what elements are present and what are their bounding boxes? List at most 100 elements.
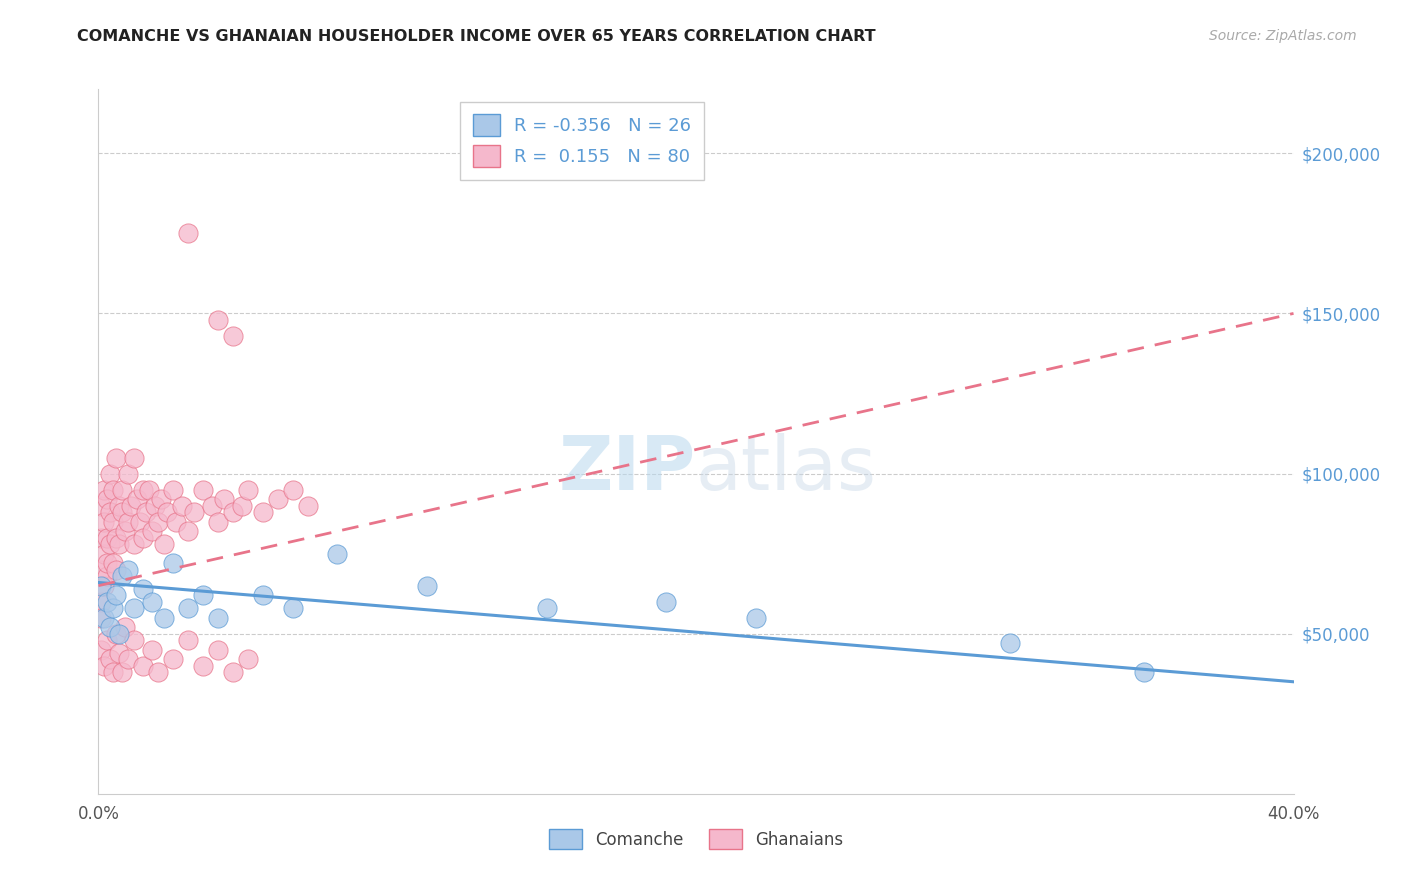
Point: [108, 537, 131, 551]
Point: [745, 610, 768, 624]
Point: [124, 601, 146, 615]
Point: [105, 588, 128, 602]
Point: [90, 595, 112, 609]
Point: [177, 633, 200, 648]
Point: [90, 499, 112, 513]
Point: [536, 601, 558, 615]
Point: [93, 610, 115, 624]
Point: [103, 601, 125, 615]
Point: [252, 505, 274, 519]
Point: [105, 450, 128, 465]
Text: COMANCHE VS GHANAIAN HOUSEHOLDER INCOME OVER 65 YEARS CORRELATION CHART: COMANCHE VS GHANAIAN HOUSEHOLDER INCOME …: [77, 29, 876, 44]
Point: [156, 505, 179, 519]
Point: [201, 499, 224, 513]
Point: [117, 563, 139, 577]
Point: [90, 610, 112, 624]
Point: [222, 665, 245, 680]
Point: [111, 569, 134, 583]
Point: [117, 652, 139, 666]
Point: [162, 556, 184, 570]
Point: [191, 658, 214, 673]
Point: [124, 450, 146, 465]
Point: [93, 547, 115, 561]
Legend: Comanche, Ghanaians: Comanche, Ghanaians: [541, 822, 851, 856]
Point: [153, 610, 176, 624]
Point: [231, 499, 253, 513]
Point: [252, 588, 274, 602]
Point: [90, 642, 112, 657]
Point: [141, 595, 163, 609]
Point: [222, 328, 245, 343]
Point: [150, 492, 173, 507]
Point: [114, 524, 136, 539]
Point: [148, 515, 170, 529]
Point: [177, 601, 200, 615]
Point: [267, 492, 290, 507]
Point: [162, 483, 184, 497]
Point: [111, 665, 134, 680]
Point: [129, 515, 152, 529]
Point: [281, 483, 304, 497]
Point: [162, 652, 184, 666]
Point: [93, 515, 115, 529]
Point: [105, 563, 128, 577]
Point: [143, 499, 166, 513]
Point: [96, 556, 118, 570]
Text: atlas: atlas: [696, 434, 877, 507]
Point: [172, 499, 194, 513]
Point: [138, 483, 160, 497]
Point: [98, 652, 122, 666]
Point: [177, 227, 200, 241]
Point: [96, 569, 118, 583]
Point: [212, 492, 235, 507]
Point: [153, 537, 176, 551]
Point: [236, 483, 259, 497]
Point: [326, 547, 349, 561]
Point: [132, 582, 155, 596]
Point: [98, 537, 122, 551]
Point: [98, 620, 122, 634]
Point: [191, 483, 214, 497]
Point: [191, 588, 214, 602]
Point: [141, 524, 163, 539]
Point: [105, 531, 128, 545]
Point: [222, 505, 245, 519]
Point: [120, 499, 142, 513]
Point: [416, 579, 439, 593]
Point: [103, 665, 125, 680]
Point: [98, 467, 122, 481]
Point: [177, 524, 200, 539]
Point: [103, 556, 125, 570]
Point: [90, 531, 112, 545]
Point: [103, 515, 125, 529]
Point: [117, 467, 139, 481]
Point: [93, 483, 115, 497]
Point: [207, 313, 229, 327]
Point: [165, 515, 187, 529]
Point: [90, 579, 112, 593]
Point: [108, 499, 131, 513]
Point: [236, 652, 259, 666]
Point: [207, 515, 229, 529]
Point: [108, 646, 131, 660]
Point: [132, 531, 155, 545]
Point: [132, 658, 155, 673]
Point: [655, 595, 678, 609]
Point: [297, 499, 319, 513]
Point: [105, 626, 128, 640]
Text: Source: ZipAtlas.com: Source: ZipAtlas.com: [1209, 29, 1357, 43]
Point: [1133, 665, 1156, 680]
Point: [998, 636, 1021, 650]
Point: [96, 633, 118, 648]
Point: [114, 620, 136, 634]
Point: [90, 563, 112, 577]
Point: [183, 505, 205, 519]
Point: [135, 505, 157, 519]
Point: [148, 665, 170, 680]
Point: [207, 610, 229, 624]
Point: [127, 492, 149, 507]
Point: [132, 483, 155, 497]
Point: [96, 531, 118, 545]
Point: [111, 505, 134, 519]
Point: [124, 537, 146, 551]
